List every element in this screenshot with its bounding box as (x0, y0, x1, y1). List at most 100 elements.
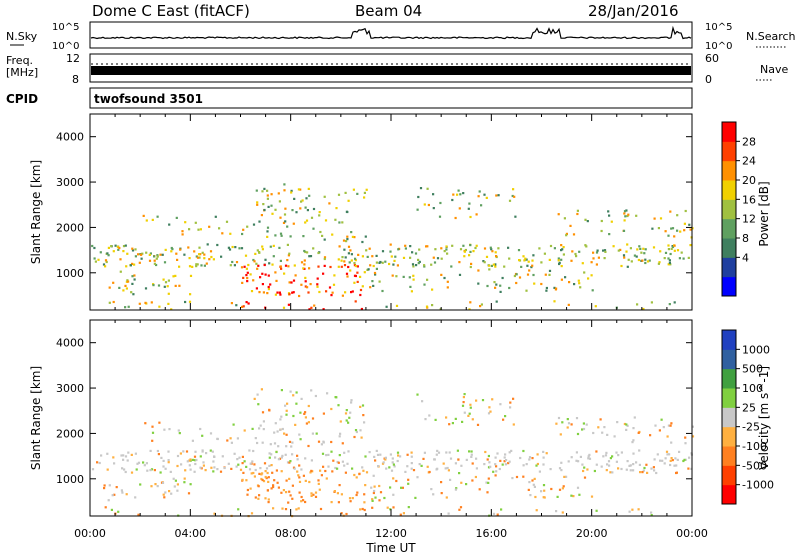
heatmap-cell (668, 259, 671, 262)
heatmap-cell (373, 271, 377, 275)
heatmap-cell (670, 422, 673, 425)
heatmap-cell (259, 424, 262, 427)
power-colorbar-label: Power [dB] (757, 181, 771, 246)
cpid-value: twofsound 3501 (94, 92, 203, 106)
heatmap-cell (329, 265, 332, 269)
heatmap-cell (542, 456, 545, 459)
heatmap-cell (211, 450, 214, 453)
heatmap-cell (156, 449, 159, 453)
heatmap-cell (120, 489, 123, 492)
heatmap-cell (488, 264, 491, 267)
heatmap-cell (339, 432, 342, 435)
heatmap-cell (239, 468, 243, 471)
heatmap-cell (331, 291, 334, 294)
heatmap-cell (189, 459, 192, 462)
heatmap-cell (351, 235, 354, 238)
heatmap-cell (515, 281, 518, 285)
heatmap-cell (230, 467, 233, 470)
heatmap-cell (108, 301, 111, 304)
heatmap-cell (467, 414, 470, 417)
heatmap-cell (219, 470, 223, 473)
heatmap-cell (391, 457, 394, 460)
heatmap-cell (644, 258, 647, 261)
heatmap-cell (125, 280, 128, 283)
heatmap-cell (402, 256, 406, 259)
heatmap-cell (269, 443, 272, 446)
heatmap-cell (510, 449, 513, 452)
heatmap-cell (229, 437, 232, 440)
heatmap-cell (620, 467, 623, 471)
heatmap-cell (666, 435, 669, 438)
heatmap-cell (494, 265, 497, 268)
heatmap-cell (687, 256, 690, 259)
heatmap-cell (264, 258, 267, 261)
heatmap-cell (489, 246, 492, 249)
heatmap-cell (426, 245, 429, 248)
heatmap-cell (364, 484, 367, 487)
heatmap-cell (162, 493, 165, 496)
heatmap-cell (257, 497, 260, 500)
heatmap-cell (124, 470, 127, 474)
heatmap-cell (567, 422, 571, 425)
heatmap-cell (609, 471, 612, 474)
heatmap-cell (127, 305, 130, 308)
heatmap-cell (313, 304, 316, 307)
heatmap-cell (175, 252, 178, 255)
heatmap-cell (391, 274, 394, 277)
heatmap-cell (498, 467, 501, 471)
heatmap-cell (571, 250, 574, 253)
heatmap-cell (371, 506, 374, 509)
heatmap-cell (451, 422, 454, 425)
heatmap-cell (304, 416, 307, 419)
heatmap-cell (375, 267, 378, 270)
heatmap-cell (284, 207, 287, 210)
heatmap-cell (604, 250, 607, 253)
heatmap-cell (311, 432, 314, 435)
heatmap-cell (627, 213, 630, 216)
heatmap-cell (353, 262, 356, 265)
heatmap-cell (528, 481, 531, 484)
heatmap-cell (626, 243, 629, 246)
heatmap-cell (610, 220, 613, 223)
heatmap-cell (628, 510, 631, 513)
heatmap-cell (168, 490, 171, 493)
heatmap-cell (285, 479, 288, 482)
heatmap-cell (628, 464, 631, 467)
x-tick-label: 20:00 (576, 527, 608, 540)
heatmap-cell (374, 273, 377, 276)
heatmap-cell (280, 415, 283, 418)
heatmap-cell (499, 290, 502, 293)
heatmap-cell (525, 258, 528, 261)
heatmap-cell (270, 464, 273, 467)
heatmap-cell (299, 207, 302, 210)
heatmap-cell (646, 260, 650, 263)
heatmap-cell (237, 508, 240, 511)
heatmap-cell (373, 485, 376, 488)
heatmap-cell (563, 475, 566, 478)
heatmap-cell (148, 253, 151, 256)
heatmap-cell (188, 257, 191, 260)
heatmap-cell (388, 262, 391, 266)
heatmap-cell (522, 449, 525, 453)
heatmap-cell (328, 202, 331, 205)
heatmap-cell (454, 417, 457, 420)
heatmap-cell (611, 455, 614, 458)
heatmap-cell (620, 451, 623, 454)
heatmap-cell (570, 494, 573, 497)
heatmap-cell (167, 302, 170, 305)
heatmap-cell (367, 268, 370, 271)
heatmap-cell (253, 463, 256, 466)
heatmap-cell (262, 428, 265, 431)
heatmap-cell (591, 289, 594, 292)
heatmap-cell (302, 499, 305, 502)
heatmap-cell (340, 493, 343, 496)
heatmap-cell (122, 454, 125, 457)
heatmap-cell (620, 264, 623, 268)
heatmap-cell (184, 300, 187, 304)
heatmap-cell (124, 284, 127, 287)
heatmap-cell (527, 488, 530, 491)
heatmap-cell (449, 457, 453, 460)
heatmap-cell (443, 250, 446, 253)
heatmap-cell (657, 227, 660, 230)
